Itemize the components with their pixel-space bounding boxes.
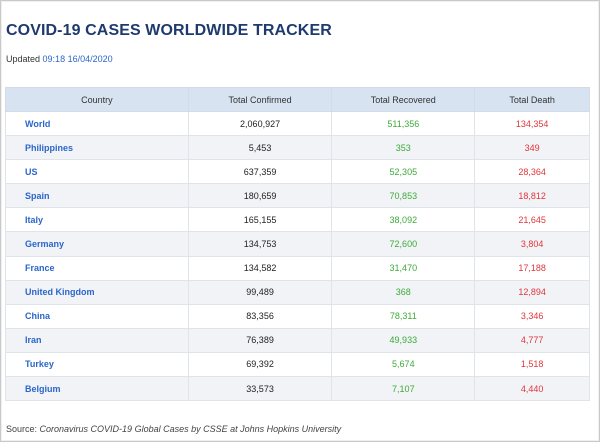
table-row: China 83,356 78,311 3,346 xyxy=(5,303,590,329)
table-row: France 134,582 31,470 17,188 xyxy=(5,255,590,281)
confirmed-cell: 637,359 xyxy=(187,159,333,185)
death-cell: 28,364 xyxy=(474,159,590,185)
header-country[interactable]: Country xyxy=(5,87,189,112)
confirmed-cell: 2,060,927 xyxy=(187,110,333,137)
death-cell: 12,894 xyxy=(474,279,590,305)
source-note: Source: Coronavirus COVID-19 Global Case… xyxy=(6,424,341,434)
recovered-cell: 38,092 xyxy=(331,207,476,233)
table-row: Italy 165,155 38,092 21,645 xyxy=(5,207,590,233)
country-cell[interactable]: France xyxy=(5,255,189,281)
death-cell: 134,354 xyxy=(474,110,590,137)
country-cell[interactable]: Italy xyxy=(5,207,189,233)
recovered-cell: 31,470 xyxy=(331,255,476,281)
confirmed-cell: 5,453 xyxy=(187,135,333,161)
death-cell: 1,518 xyxy=(474,351,590,378)
table-header-row: Country Total Confirmed Total Recovered … xyxy=(5,87,590,112)
source-text: Coronavirus COVID-19 Global Cases by CSS… xyxy=(39,424,342,434)
confirmed-cell: 99,489 xyxy=(187,279,333,305)
confirmed-cell: 134,582 xyxy=(187,255,333,281)
table-row: Spain 180,659 70,853 18,812 xyxy=(5,183,590,209)
confirmed-cell: 165,155 xyxy=(187,207,333,233)
recovered-cell: 52,305 xyxy=(331,159,476,185)
death-cell: 21,645 xyxy=(474,207,590,233)
page-title: COVID-19 CASES WORLDWIDE TRACKER xyxy=(6,22,332,39)
death-cell: 4,440 xyxy=(474,376,590,402)
recovered-cell: 368 xyxy=(331,279,476,305)
death-cell: 17,188 xyxy=(474,255,590,281)
recovered-cell: 5,674 xyxy=(331,351,476,378)
table-row: Turkey 69,392 5,674 1,518 xyxy=(5,351,590,378)
table-row: Iran 76,389 49,933 4,777 xyxy=(5,327,590,353)
recovered-cell: 353 xyxy=(331,135,476,161)
confirmed-cell: 33,573 xyxy=(187,376,333,402)
recovered-cell: 70,853 xyxy=(331,183,476,209)
table-row: World 2,060,927 511,356 134,354 xyxy=(5,110,590,137)
table-body: World 2,060,927 511,356 134,354 Philippines 5… xyxy=(5,110,590,402)
table-row: Philippines 5,453 353 349 xyxy=(5,135,590,161)
country-cell[interactable]: Belgium xyxy=(5,376,189,402)
table-row: United Kingdom 99,489 368 12,894 xyxy=(5,279,590,305)
country-cell[interactable]: United Kingdom xyxy=(5,279,189,305)
updated-timestamp: 09:18 16/04/2020 xyxy=(42,54,113,64)
confirmed-cell: 83,356 xyxy=(187,303,333,329)
recovered-cell: 49,933 xyxy=(331,327,476,353)
confirmed-cell: 76,389 xyxy=(187,327,333,353)
death-cell: 4,777 xyxy=(474,327,590,353)
table-row: US 637,359 52,305 28,364 xyxy=(5,159,590,185)
country-cell[interactable]: Turkey xyxy=(5,351,189,378)
death-cell: 3,804 xyxy=(474,231,590,257)
header-total-confirmed[interactable]: Total Confirmed xyxy=(187,87,333,112)
source-prefix: Source: xyxy=(6,424,40,434)
country-cell[interactable]: Germany xyxy=(5,231,189,257)
death-cell: 3,346 xyxy=(474,303,590,329)
updated-line: Updated 09:18 16/04/2020 xyxy=(6,54,113,64)
table-row: Belgium 33,573 7,107 4,440 xyxy=(5,376,590,402)
confirmed-cell: 134,753 xyxy=(187,231,333,257)
death-cell: 18,812 xyxy=(474,183,590,209)
updated-label: Updated xyxy=(6,54,41,64)
header-total-recovered[interactable]: Total Recovered xyxy=(331,87,476,112)
country-cell[interactable]: Spain xyxy=(5,183,189,209)
cases-table: Country Total Confirmed Total Recovered … xyxy=(5,87,590,402)
country-cell[interactable]: World xyxy=(5,110,189,137)
recovered-cell: 511,356 xyxy=(331,110,476,137)
table-row: Germany 134,753 72,600 3,804 xyxy=(5,231,590,257)
country-cell[interactable]: China xyxy=(5,303,189,329)
country-cell[interactable]: US xyxy=(5,159,189,185)
country-cell[interactable]: Iran xyxy=(5,327,189,353)
death-cell: 349 xyxy=(474,135,590,161)
confirmed-cell: 180,659 xyxy=(187,183,333,209)
country-cell[interactable]: Philippines xyxy=(5,135,189,161)
header-total-death[interactable]: Total Death xyxy=(474,87,590,112)
recovered-cell: 7,107 xyxy=(331,376,476,402)
recovered-cell: 78,311 xyxy=(331,303,476,329)
recovered-cell: 72,600 xyxy=(331,231,476,257)
confirmed-cell: 69,392 xyxy=(187,351,333,378)
